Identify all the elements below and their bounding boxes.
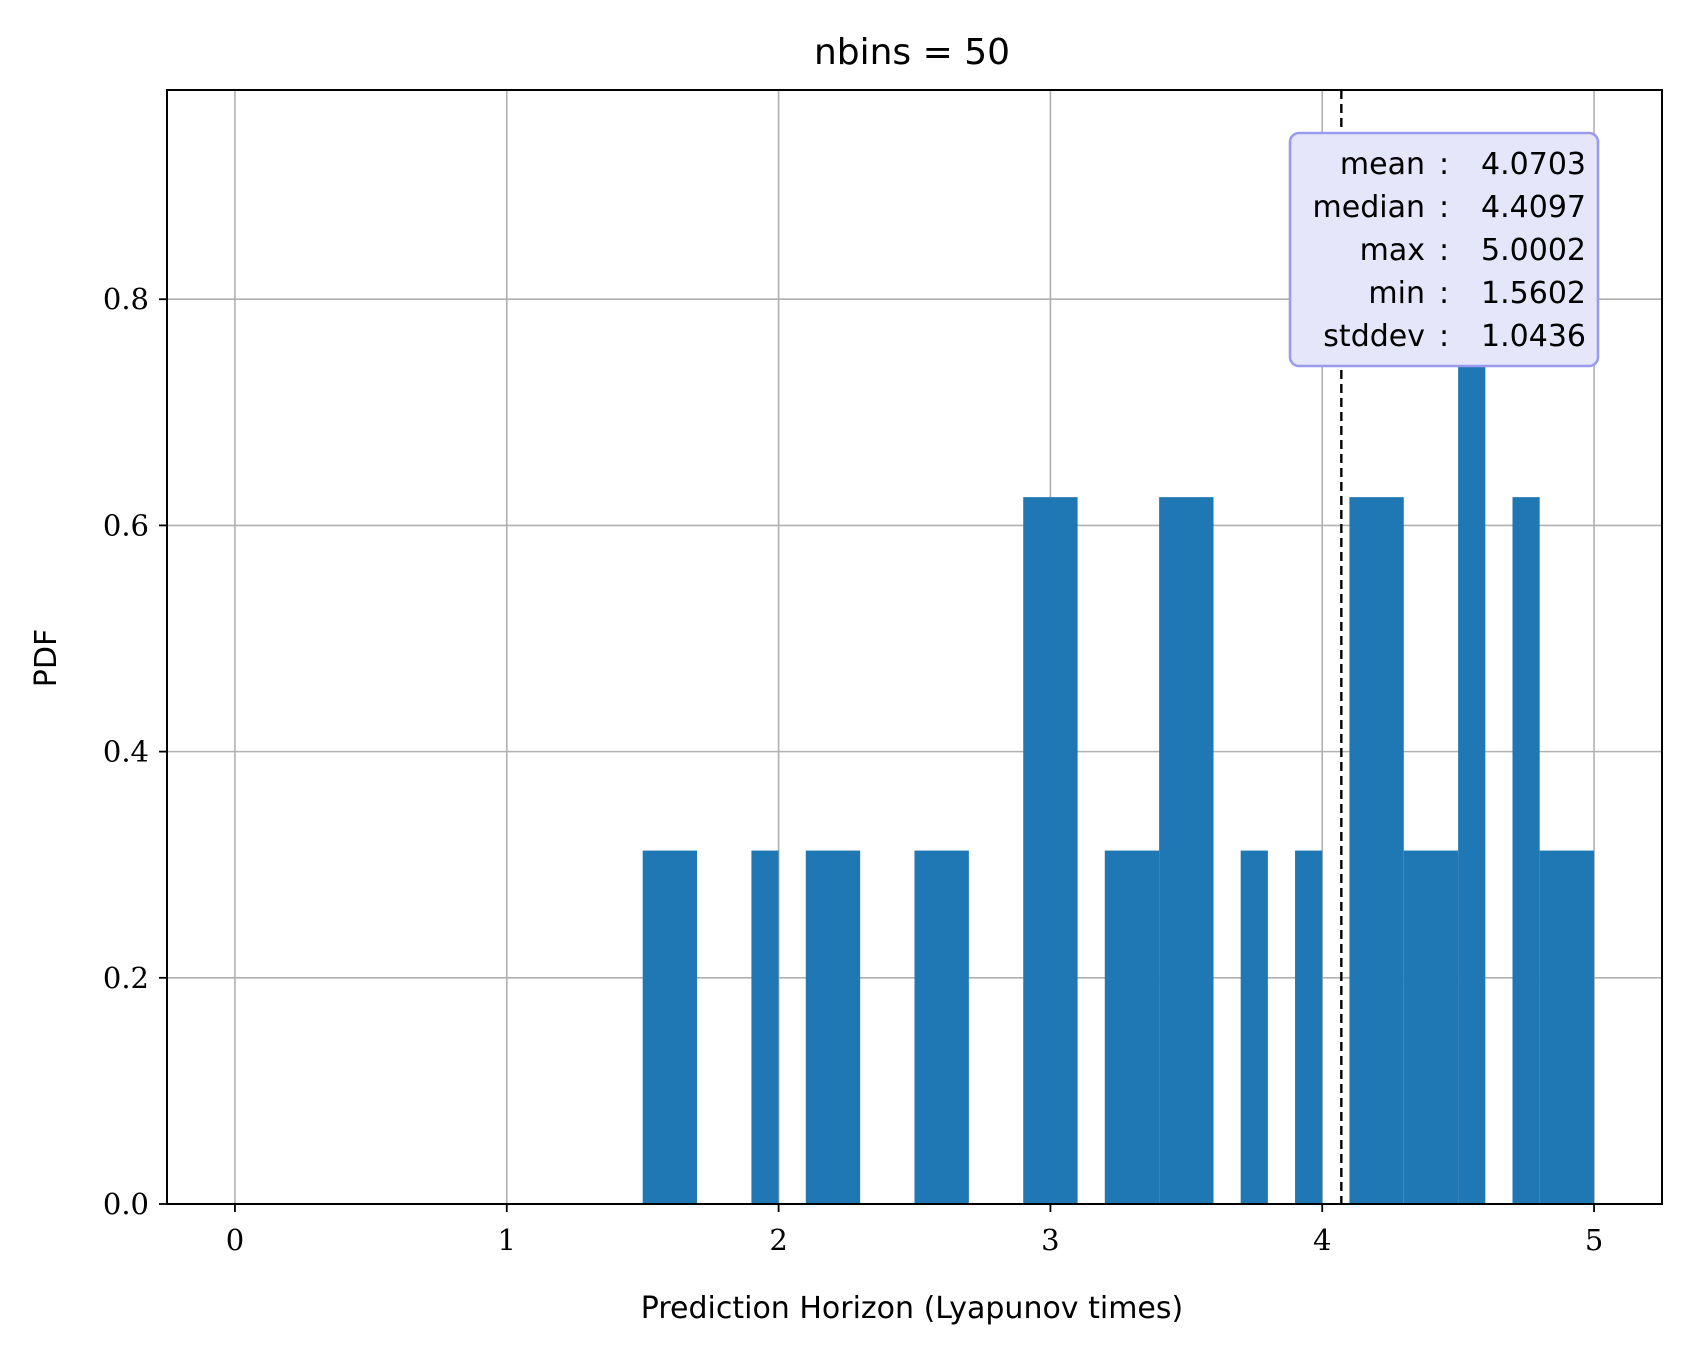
x-tick-label: 5 xyxy=(1585,1223,1603,1257)
histogram-bar xyxy=(1539,850,1595,1204)
histogram-bar xyxy=(1240,850,1268,1204)
histogram-bar xyxy=(805,850,861,1204)
histogram-bar xyxy=(914,850,969,1204)
histogram-bar xyxy=(642,850,698,1204)
stats-separator: : xyxy=(1439,319,1449,354)
stats-box-frame xyxy=(1288,131,1600,368)
y-tick-label: 0.4 xyxy=(103,735,149,769)
histogram-bar xyxy=(1104,850,1160,1204)
x-axis-label: Prediction Horizon (Lyapunov times) xyxy=(641,1291,1183,1326)
stats-key: max xyxy=(1360,233,1425,268)
histogram-bar xyxy=(1295,850,1323,1204)
stats-key: stddev xyxy=(1323,319,1425,354)
y-tick-label: 0.2 xyxy=(103,961,149,995)
stats-value: 1.5602 xyxy=(1481,276,1586,311)
stats-separator: : xyxy=(1439,190,1449,225)
y-axis-label: PDF xyxy=(29,629,64,687)
x-tick-label: 2 xyxy=(769,1223,787,1257)
stats-separator: : xyxy=(1439,147,1449,182)
stats-value: 4.4097 xyxy=(1481,190,1586,225)
x-tick-label: 0 xyxy=(226,1223,244,1257)
histogram-bar xyxy=(1159,497,1214,1204)
stats-value: 4.0703 xyxy=(1481,147,1586,182)
stats-value: 5.0002 xyxy=(1481,233,1586,268)
stats-box: mean:4.0703median:4.4097max:5.0002min:1.… xyxy=(1288,131,1600,368)
stats-value: 1.0436 xyxy=(1481,319,1586,354)
histogram-bar xyxy=(751,850,779,1204)
histogram-bar xyxy=(1512,497,1540,1204)
x-tick-label: 4 xyxy=(1313,1223,1331,1257)
stats-key: min xyxy=(1368,276,1425,311)
histogram-bar xyxy=(1349,497,1404,1204)
stats-separator: : xyxy=(1439,233,1449,268)
x-tick-label: 3 xyxy=(1041,1223,1059,1257)
plot-frame xyxy=(166,89,1663,1205)
y-tick-label: 0.8 xyxy=(103,282,149,316)
bars xyxy=(642,143,1595,1204)
chart-title: nbins = 50 xyxy=(814,32,1010,73)
histogram-bar xyxy=(1023,497,1078,1204)
stats-key: mean xyxy=(1340,147,1425,182)
stats-separator: : xyxy=(1439,276,1449,311)
stats-key: median xyxy=(1313,190,1425,225)
y-axis: 0.0 0.2 0.4 0.6 0.8 xyxy=(103,282,167,1221)
x-tick-label: 1 xyxy=(498,1223,516,1257)
y-tick-label: 0.0 xyxy=(103,1187,149,1221)
y-tick-label: 0.6 xyxy=(103,508,149,542)
x-axis: 0 1 2 3 4 5 xyxy=(226,1204,1603,1257)
histogram-bar xyxy=(1403,850,1459,1204)
